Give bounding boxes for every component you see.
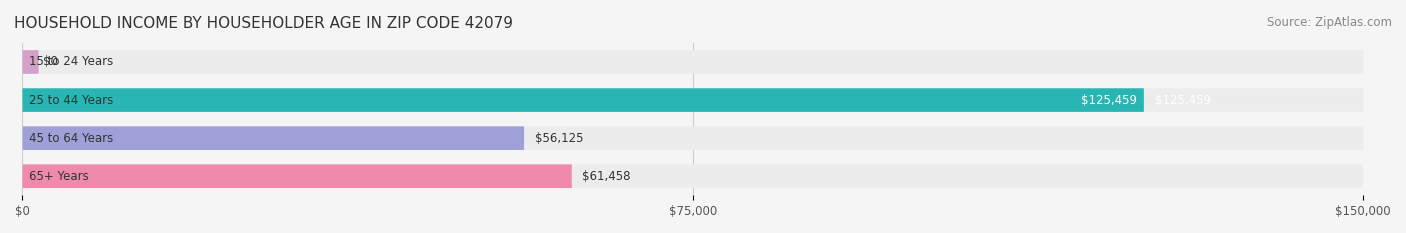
FancyBboxPatch shape (22, 50, 38, 74)
Text: $56,125: $56,125 (534, 132, 583, 145)
Text: 65+ Years: 65+ Years (30, 170, 89, 183)
FancyBboxPatch shape (22, 88, 1364, 112)
FancyBboxPatch shape (22, 164, 572, 188)
FancyBboxPatch shape (22, 126, 524, 150)
FancyBboxPatch shape (22, 50, 1364, 74)
FancyBboxPatch shape (22, 164, 1364, 188)
Text: 45 to 64 Years: 45 to 64 Years (30, 132, 114, 145)
Text: 15 to 24 Years: 15 to 24 Years (30, 55, 114, 69)
FancyBboxPatch shape (22, 126, 1364, 150)
FancyBboxPatch shape (22, 88, 1144, 112)
Text: 25 to 44 Years: 25 to 44 Years (30, 94, 114, 106)
Text: $125,459: $125,459 (1081, 94, 1137, 106)
Text: $0: $0 (42, 55, 58, 69)
Text: Source: ZipAtlas.com: Source: ZipAtlas.com (1267, 16, 1392, 29)
Text: HOUSEHOLD INCOME BY HOUSEHOLDER AGE IN ZIP CODE 42079: HOUSEHOLD INCOME BY HOUSEHOLDER AGE IN Z… (14, 16, 513, 31)
Text: $125,459: $125,459 (1154, 94, 1211, 106)
Text: $61,458: $61,458 (582, 170, 631, 183)
